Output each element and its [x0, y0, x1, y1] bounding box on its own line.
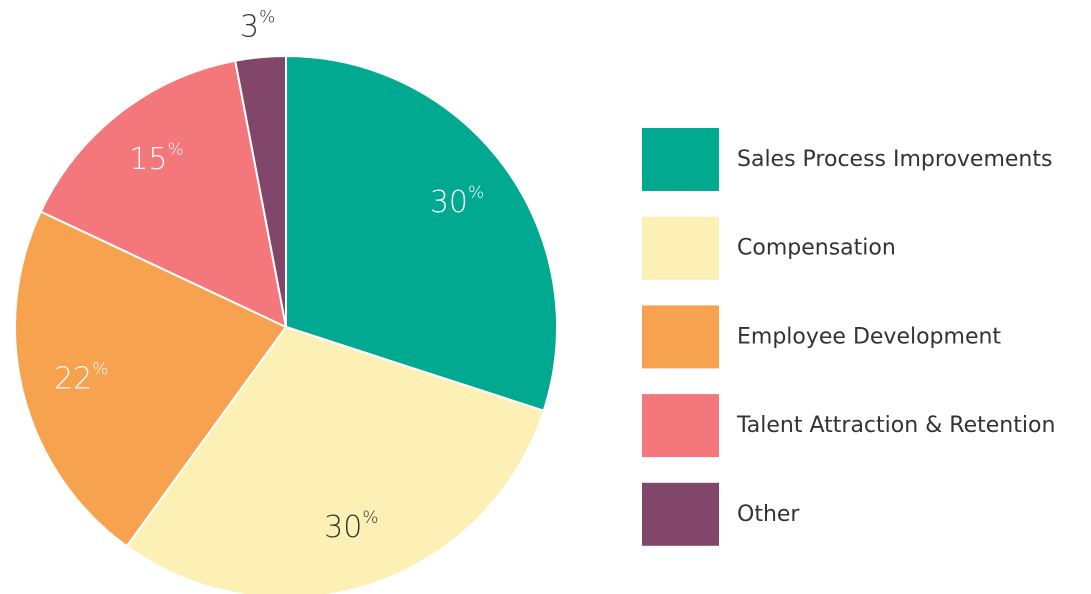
legend-text: Other [737, 502, 800, 527]
legend-text: Talent Attraction & Retention [736, 413, 1055, 438]
legend-swatch [642, 128, 719, 191]
legend-text: Employee Development [737, 324, 1001, 349]
pie-slice [234, 54, 287, 328]
slice-label: 15% [129, 140, 183, 177]
pie-slice [285, 54, 558, 413]
legend-swatch [642, 305, 719, 369]
legend-text: Sales Process Improvements [737, 147, 1052, 172]
slice-label: 3% [240, 7, 275, 44]
legend-swatch [642, 482, 719, 546]
pie-slice [125, 325, 545, 594]
slice-label: 30% [430, 183, 484, 220]
legend-swatch [642, 216, 719, 280]
pie-slice [39, 59, 288, 329]
slice-label: 30% [324, 508, 378, 545]
legend-text: Compensation [737, 236, 896, 261]
legend-swatch [642, 394, 719, 458]
slice-label: 22% [54, 360, 108, 397]
